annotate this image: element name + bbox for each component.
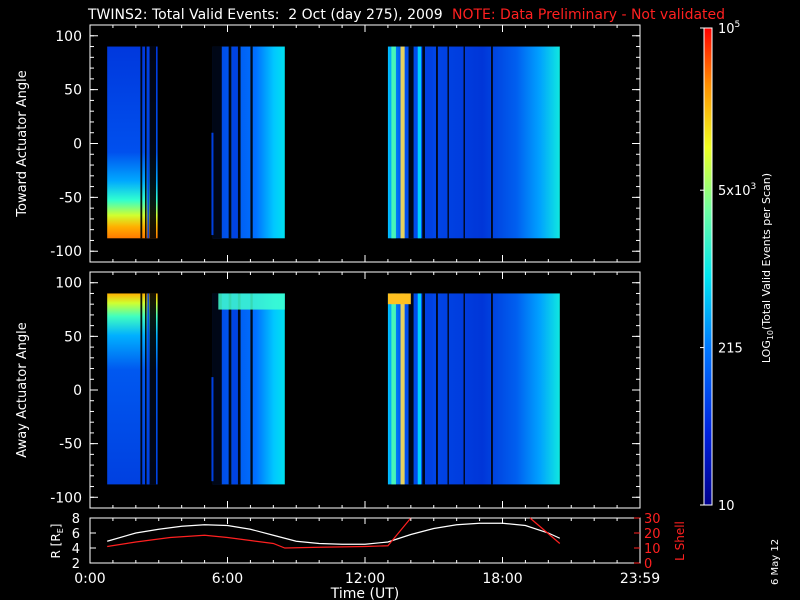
lshell-series-line [529, 517, 561, 544]
data-stripe [228, 293, 232, 485]
toward-panel: 100 50 0 -50 -100 Toward Actuator Angle [15, 24, 641, 263]
colorbar-label: LOG10(Total Valid Events per Scan) [760, 173, 775, 363]
y-tick-label: 4 [72, 542, 80, 557]
data-block [387, 46, 560, 239]
plot-frame [89, 517, 641, 564]
data-stripe [212, 46, 222, 239]
y-right-tick-label: 0 [644, 557, 652, 572]
data-stripe [232, 293, 238, 485]
data-stripe [211, 132, 214, 236]
data-stripe [436, 293, 438, 485]
data-stripe [425, 46, 433, 239]
data-stripe [145, 46, 147, 239]
y-axis-label: Away Actuator Angle [15, 322, 30, 457]
y-tick-label: 8 [72, 512, 80, 527]
data-stripe [422, 46, 426, 239]
colorbar-tick-label: 5x103 [718, 182, 756, 199]
data-block [218, 293, 285, 310]
lshell-series-line [107, 517, 412, 549]
data-stripe [232, 46, 238, 239]
data-stripe [491, 46, 493, 239]
y-axis-label: Toward Actuator Angle [15, 70, 30, 217]
data-stripe [422, 293, 426, 485]
data-stripe [140, 293, 143, 485]
data-stripe [237, 46, 241, 239]
data-stripe [250, 46, 253, 239]
data-stripe [147, 293, 150, 485]
data-stripe [417, 293, 422, 485]
lshell-axis-label: L Shell [673, 521, 687, 561]
r-series-line [107, 522, 561, 545]
y-tick-label: -50 [59, 190, 82, 206]
x-tick-label: 23:59 [620, 571, 660, 587]
y-tick-label: 50 [64, 329, 82, 345]
data-stripe [447, 293, 449, 485]
data-stripe [447, 46, 449, 239]
colorbar: 105 5x103 215 10 LOG10(Total Valid Events pe… [700, 20, 775, 514]
y-tick-label: 0 [73, 137, 82, 153]
y-tick-label: 100 [55, 29, 82, 45]
y-tick-label: 50 [64, 83, 82, 99]
data-stripe [140, 46, 143, 239]
data-block [212, 293, 285, 485]
x-axis-label: Time (UT) [330, 586, 399, 600]
data-stripe [463, 46, 465, 239]
x-tick-label: 18:00 [482, 571, 522, 587]
colorbar-tick-label: 10 [718, 499, 735, 514]
away-panel: 100 50 0 -50 -100 Away Actuator Angle [15, 271, 641, 509]
y-tick-label: 0 [73, 383, 82, 399]
data-block [387, 293, 560, 485]
page-title: TWINS2: Total Valid Events: 2 Oct (day 2… [88, 7, 443, 23]
data-stripe [149, 293, 156, 485]
r-axis-label: R [RE] [49, 524, 65, 559]
y-tick-label: -50 [59, 437, 82, 453]
data-stripe [250, 293, 253, 485]
data-block [387, 293, 411, 305]
data-block [107, 46, 158, 239]
data-stripe [491, 293, 493, 485]
data-stripe [391, 293, 396, 485]
data-stripe [228, 46, 232, 239]
y-tick-label: 6 [72, 527, 80, 542]
colorbar-tick-label: 105 [718, 20, 740, 37]
data-block [107, 293, 158, 485]
y-right-tick-label: 30 [644, 512, 661, 527]
y-tick-label: 2 [72, 557, 80, 572]
data-stripe [212, 293, 222, 485]
data-stripe [237, 293, 241, 485]
generation-date: 6 May 12 [770, 538, 781, 585]
x-tick-label: 12:00 [345, 571, 385, 587]
data-stripe [211, 377, 214, 482]
y-tick-label: -100 [50, 490, 82, 506]
data-stripe [149, 46, 156, 239]
data-stripe [145, 293, 147, 485]
data-block [212, 46, 285, 239]
x-tick-label: 0:00 [74, 571, 105, 587]
data-stripe [425, 293, 433, 485]
colorbar-gradient [703, 27, 713, 506]
data-stripe [400, 293, 405, 485]
data-stripe [436, 46, 438, 239]
y-tick-label: -100 [50, 244, 82, 260]
data-stripe [400, 46, 405, 239]
y-tick-label: 100 [55, 276, 82, 292]
data-stripe [463, 293, 465, 485]
data-stripe [408, 46, 414, 239]
data-stripe [391, 46, 396, 239]
data-stripe [417, 46, 422, 239]
data-stripe [408, 293, 414, 485]
colorbar-tick-label: 215 [718, 342, 743, 357]
x-tick-label: 6:00 [212, 571, 243, 587]
y-right-tick-label: 10 [644, 542, 661, 557]
y-right-tick-label: 20 [644, 527, 661, 542]
data-stripe [147, 46, 150, 239]
preliminary-note: NOTE: Data Preliminary - Not validated [452, 7, 726, 23]
